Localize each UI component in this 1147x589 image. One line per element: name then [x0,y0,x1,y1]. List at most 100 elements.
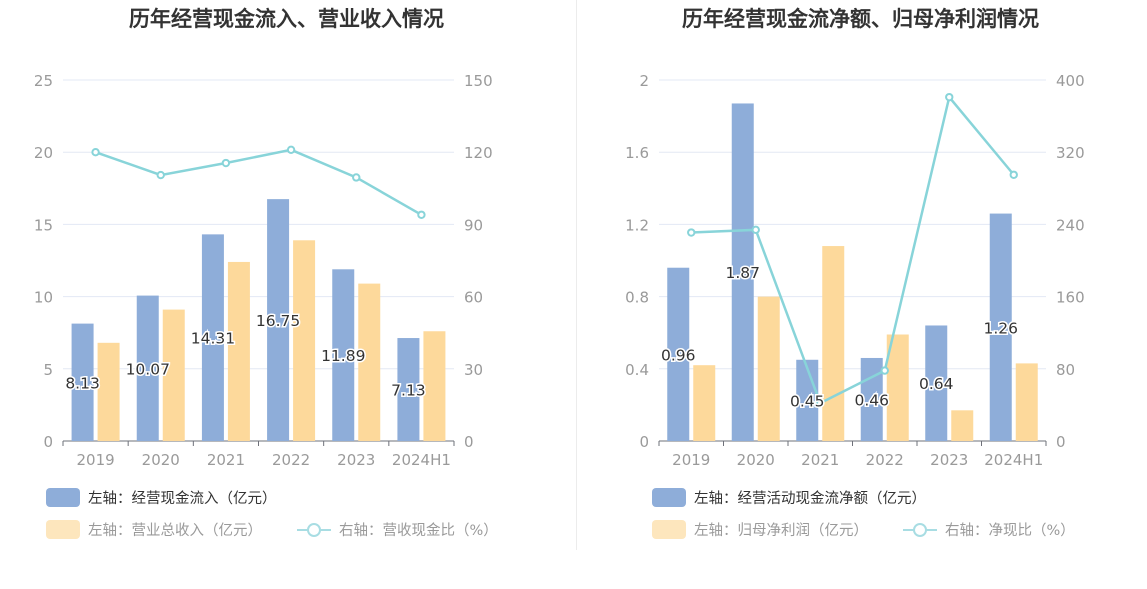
bar-series-2 [951,410,974,441]
bar-series-2 [227,261,250,441]
y-tick-label-left: 1.6 [625,144,649,162]
legend-swatch-bar [46,520,80,539]
bar-series-2 [822,246,845,441]
bar-series-2 [97,342,120,441]
line-point [417,210,426,219]
y-tick-label-right: 0 [1056,433,1066,451]
line-point [945,92,954,102]
legend-swatch-line [297,520,331,539]
y-tick-label-left: 0.4 [625,361,649,379]
y-tick-label-left: 5 [43,361,53,379]
line-point [687,228,696,237]
bar-data-label: 10.07 [126,360,170,378]
x-tick-label: 2024H1 [984,451,1043,469]
bar-series-1 [332,269,355,441]
bar-series-2 [757,296,780,441]
bar-data-label: 0.46 [854,391,889,409]
bar-series-1 [267,199,290,441]
bar-data-label: 1.87 [725,264,760,282]
legend-item-revenue[interactable]: 左轴：营业总收入（亿元） [46,519,262,540]
line-point [91,148,100,157]
y-tick-label-right: 240 [1056,216,1085,234]
panel-divider [576,0,577,550]
line-series [95,148,423,216]
bar-series-2 [423,331,446,441]
bar-series-1 [731,103,754,441]
x-tick-label: 2020 [142,451,180,469]
line-point [156,170,165,180]
line-point [880,366,889,375]
line-point [352,173,361,182]
bar-data-label: 14.31 [191,330,235,348]
y-tick-label-left: 25 [34,72,53,90]
y-tick-label-left: 10 [34,289,53,307]
legend-label: 左轴：归母净利润（亿元） [694,523,868,539]
chart-panel-cash-inflow: 历年经营现金流入、营业收入情况 0 0 5 30 10 60 15 90 20 120 25 150 2… [0,0,573,589]
y-tick-label-left: 0 [43,433,53,451]
bar-data-label: 0.64 [919,375,954,393]
line-point [816,398,825,408]
line-series [691,94,1015,405]
y-tick-label-right: 150 [464,72,493,90]
bar-series-1 [136,295,159,441]
legend-label: 左轴：营业总收入（亿元） [88,523,262,539]
x-tick-label: 2021 [801,451,839,469]
chart-plot-area: 0 0 5 30 10 60 15 90 20 120 25 150 2019 2020 2021 2022 2… [34,72,493,469]
bar-series-2 [886,334,909,441]
bar-series-1 [397,338,420,441]
y-tick-label-right: 80 [1056,361,1075,379]
legend-swatch-bar [652,488,686,507]
chart-panel-net-cash-flow: 历年经营现金流净额、归母净利润情况 0 0 0.4 80 0.8 160 1.2 240 1.6… [574,0,1147,589]
bar-series-2 [358,283,381,441]
bar-data-label: 0.96 [661,346,696,364]
x-tick-label: 2024H1 [392,451,451,469]
line-point [221,158,231,168]
bar-series-1 [71,323,94,441]
y-tick-label-right: 120 [464,144,493,162]
legend-label: 左轴：经营活动现金流净额（亿元） [694,491,926,507]
y-tick-label-right: 30 [464,361,483,379]
x-tick-label: 2019 [76,451,114,469]
bar-data-label: 0.45 [790,392,825,410]
bar-series-1 [667,267,690,441]
y-tick-label-left: 0.8 [625,289,649,307]
x-tick-label: 2020 [737,451,775,469]
legend-item-net-profit[interactable]: 左轴：归母净利润（亿元） [652,519,868,540]
bar-series-1 [989,213,1012,441]
legend-label: 左轴：经营现金流入（亿元） [88,491,277,507]
y-tick-label-right: 90 [464,216,483,234]
bar-data-label: 11.89 [321,347,365,365]
y-tick-label-right: 0 [464,433,474,451]
legend-label: 右轴：净现比（%） [945,523,1075,539]
bar-series-2 [293,240,316,441]
chart-plot-area: 0 0 0.4 80 0.8 160 1.2 240 1.6 320 2 400 2019 2020 202… [625,72,1085,469]
y-tick-label-left: 2 [639,72,649,90]
y-tick-label-left: 0 [639,433,649,451]
chart-title: 历年经营现金流入、营业收入情况 [129,7,444,31]
x-tick-label: 2019 [672,451,710,469]
x-tick-label: 2023 [337,451,375,469]
line-point [286,145,296,154]
legend-item-cash-inflow[interactable]: 左轴：经营现金流入（亿元） [46,487,277,508]
line-point [1009,170,1018,179]
bar-series-2 [1015,363,1038,441]
y-tick-label-left: 1.2 [625,216,649,234]
legend-label: 右轴：营收现金比（%） [339,523,498,539]
bar-data-label: 16.75 [256,312,300,330]
x-tick-label: 2023 [930,451,968,469]
bar-series-1 [201,234,224,441]
bar-series-2 [693,365,716,441]
legend-swatch-bar [46,488,80,507]
legend-item-net-cash-flow[interactable]: 左轴：经营活动现金流净额（亿元） [652,487,926,508]
bar-series-1 [925,325,948,441]
legend-item-net-cash-ratio[interactable]: 右轴：净现比（%） [903,519,1075,540]
bar-data-label: 8.13 [65,374,100,392]
y-tick-label-right: 320 [1056,144,1085,162]
y-tick-label-left: 20 [34,144,53,162]
legend-item-revenue-cash-ratio[interactable]: 右轴：营收现金比（%） [297,519,498,540]
x-tick-label: 2021 [207,451,245,469]
y-tick-label-right: 60 [464,289,483,307]
bar-data-label: 1.26 [983,319,1018,337]
x-tick-label: 2022 [866,451,904,469]
legend-swatch-bar [652,520,686,539]
